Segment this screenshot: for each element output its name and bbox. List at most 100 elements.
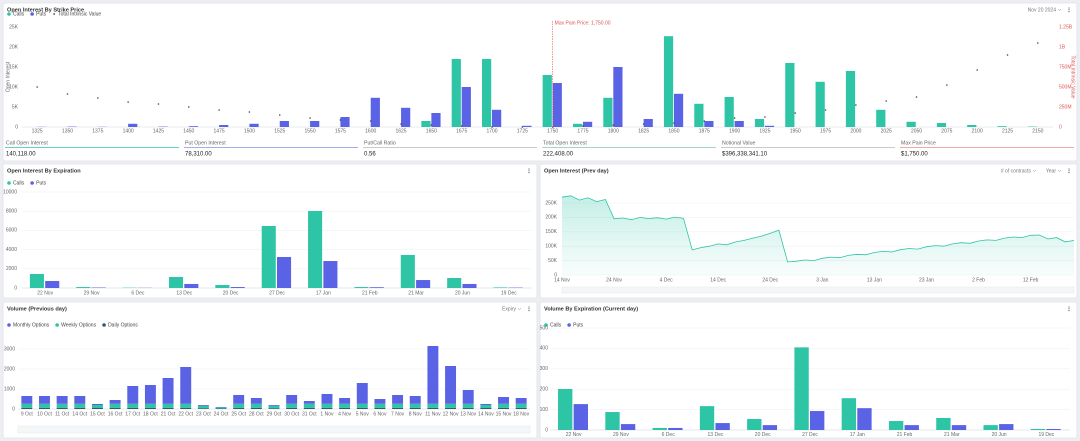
bar [643,119,653,127]
menu-dot [528,170,530,172]
x-tick-label: 24 Nov [606,277,622,283]
navigator[interactable] [561,286,1075,294]
card-value: 78,310.00 [185,152,212,158]
bar-segment [409,407,421,409]
bar-segment [445,403,457,408]
bar [416,280,431,288]
dropdown-chevron[interactable] [1032,169,1037,172]
dot [976,69,978,71]
legend-label: Puts [573,322,584,328]
y-tick-label: 0 [15,124,18,130]
x-tick-label: 20 Jun [992,432,1007,438]
card-label: Max Pain Price [901,140,936,146]
bar-segment [427,403,439,408]
x-tick-label: 1450 [183,128,194,134]
bar-segment [427,346,439,404]
dropdown[interactable]: Year [1046,168,1056,174]
y-tick-label: 8000 [6,209,17,215]
legend-label: Calls [550,322,562,328]
dropdown[interactable]: Nov 20 2024 [1028,7,1057,13]
x-tick-label: 14 Nov [478,411,494,417]
y-tick-label: 0 [12,406,15,412]
bar [694,103,704,127]
bar-segment [303,403,315,408]
x-tick-label: 6 Dec [662,432,676,438]
menu-dot [528,172,530,174]
bar [620,424,636,430]
x-tick-label: 2150 [1032,128,1043,134]
card-value: 140,118.00 [6,152,36,158]
bar [663,36,674,128]
menu-dot [1068,306,1070,308]
dropdown[interactable]: Expiry [502,306,516,312]
bar-segment [162,407,174,409]
y-tick-label: 500M [1059,84,1072,90]
menu-dot [1068,168,1070,170]
y-tick-label: 0 [14,285,17,291]
bar-segment [515,403,527,408]
navigator[interactable] [17,425,531,434]
dot [1037,42,1039,44]
bar [421,121,431,127]
dot [521,126,524,128]
x-tick-label: 17 Jan [850,432,865,438]
bar [1030,428,1046,430]
card-value: $1,750.00 [901,152,928,158]
card-label: Put/Call Ratio [364,140,396,146]
dot [369,120,372,122]
x-tick-label: 3 Jan [816,277,828,283]
x-tick-label: 12 Nov [443,411,459,417]
bar-segment [480,408,492,409]
x-tick-label: 2100 [972,128,983,134]
y-tick-label: 3000 [4,346,15,352]
y-tick-label: 4000 [6,247,17,253]
y2-axis-label: Total Intrinsic Value [1070,56,1076,99]
card-value: 222,408.00 [543,152,574,158]
bar-segment [392,407,404,409]
bar-segment [233,395,245,404]
bar [904,425,919,430]
panel-title: Open Interest (Prev day) [544,168,609,174]
bar-segment [144,385,156,404]
x-tick-label: 1850 [668,128,679,134]
x-tick-label: 20 Jun [455,290,470,296]
bar [876,109,886,127]
dot [66,93,69,95]
dropdown[interactable]: # of contracts [1001,168,1032,174]
y-tick-label: 300 [540,366,549,372]
x-tick-label: 29 Nov [84,290,100,296]
dropdown-chevron[interactable] [1057,169,1062,172]
bar [967,125,977,127]
bar [249,123,259,127]
x-tick-label: 14 Oct [72,411,87,417]
menu-dot [1068,172,1070,174]
y-tick-label: 500 [540,325,549,331]
dot [187,106,190,108]
dropdown-chevron[interactable] [1057,8,1062,11]
bar-segment [233,407,245,409]
x-tick-label: 21 Mar [408,290,424,296]
x-tick-label: 20 Dec [755,432,771,438]
x-tick-label: 16 Oct [108,411,123,417]
line [561,195,1075,263]
x-tick-label: 19 Dec [501,290,517,296]
bar-segment [498,397,509,404]
bar-segment [515,398,527,404]
bar-segment [180,407,192,409]
bar [794,347,809,430]
bar-segment [268,405,280,409]
x-tick-label: 14 Dec [710,277,726,283]
bar-segment [374,407,386,409]
dropdown-chevron[interactable] [517,307,522,310]
legend-marker [7,323,11,327]
dot [733,117,736,119]
bar [219,125,229,127]
bar-segment [321,407,333,409]
x-tick-label: 9 Oct [21,411,34,417]
bar-segment [480,405,492,408]
bar-segment [180,367,192,404]
x-tick-label: 13 Dec [708,432,724,438]
bar-segment [498,407,509,409]
bar-segment [321,394,333,404]
legend-marker [7,12,11,16]
